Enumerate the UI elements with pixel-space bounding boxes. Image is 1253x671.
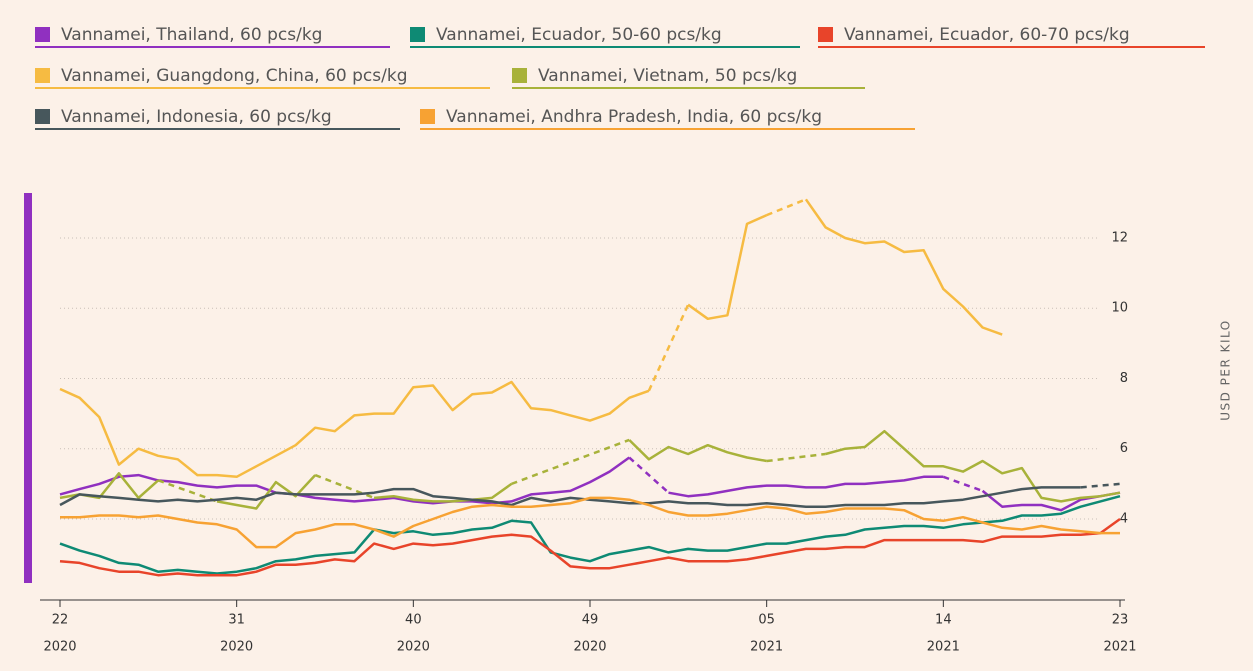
legend-swatch — [35, 109, 50, 124]
gap-bridge — [647, 304, 690, 392]
series-line — [59, 486, 1081, 508]
legend-swatch — [818, 27, 833, 42]
y-tick-label: 12 — [1111, 230, 1128, 245]
x-tick-label: 2020 — [573, 640, 606, 655]
x-tick-label: 2021 — [750, 640, 783, 655]
legend-label: Vannamei, Andhra Pradesh, India, 60 pcs/… — [446, 107, 822, 127]
x-tick-label: 2020 — [43, 640, 76, 655]
series-line — [59, 494, 1121, 575]
x-tick-label: 23 — [1112, 613, 1129, 628]
legend-label: Vannamei, Ecuador, 60-70 pcs/kg — [844, 25, 1130, 45]
gap-bridge — [766, 198, 807, 217]
legend-swatch — [35, 27, 50, 42]
gap-bridge — [942, 475, 984, 493]
y-tick-label: 4 — [1120, 512, 1128, 527]
legend-label: Vannamei, Thailand, 60 pcs/kg — [61, 25, 322, 45]
x-tick-label: 40 — [405, 613, 422, 628]
y-axis-label: USD PER KILO — [1219, 319, 1233, 421]
x-tick-label: 2021 — [927, 640, 960, 655]
legend-label: Vannamei, Indonesia, 60 pcs/kg — [61, 107, 332, 127]
legend-swatch — [512, 68, 527, 83]
y-tick-label: 8 — [1120, 371, 1128, 386]
legend-label: Vannamei, Guangdong, China, 60 pcs/kg — [61, 66, 408, 86]
x-tick-label: 2020 — [220, 640, 253, 655]
gap-bridge — [628, 456, 670, 494]
legend-label: Vannamei, Vietnam, 50 pcs/kg — [538, 66, 797, 86]
x-tick-label: 2021 — [1103, 640, 1136, 655]
x-tick-label: 22 — [52, 613, 69, 628]
series-line — [804, 198, 1003, 336]
legend-swatch — [35, 68, 50, 83]
series-line — [668, 475, 944, 498]
series-line — [825, 429, 1121, 503]
gap-bridge — [511, 438, 630, 486]
series-line — [628, 439, 767, 463]
series-line — [59, 517, 1121, 577]
series-line — [687, 213, 768, 321]
y-tick-label: 10 — [1111, 301, 1128, 316]
y-tick-label: 6 — [1120, 441, 1128, 456]
x-tick-label: 2020 — [397, 640, 430, 655]
legend-swatch — [420, 109, 435, 124]
gap-bridge — [766, 452, 826, 463]
x-tick-label: 49 — [582, 613, 599, 628]
accent-bar — [24, 193, 32, 583]
x-tick-label: 05 — [758, 613, 775, 628]
x-tick-label: 31 — [228, 613, 245, 628]
gap-bridge — [1080, 482, 1121, 489]
series-line — [60, 496, 1120, 549]
legend-label: Vannamei, Ecuador, 50-60 pcs/kg — [436, 25, 722, 45]
x-tick-label: 14 — [935, 613, 952, 628]
series-line — [59, 456, 631, 505]
series-line — [373, 482, 513, 503]
series-line — [59, 380, 650, 479]
legend-swatch — [410, 27, 425, 42]
series-line — [216, 474, 317, 510]
